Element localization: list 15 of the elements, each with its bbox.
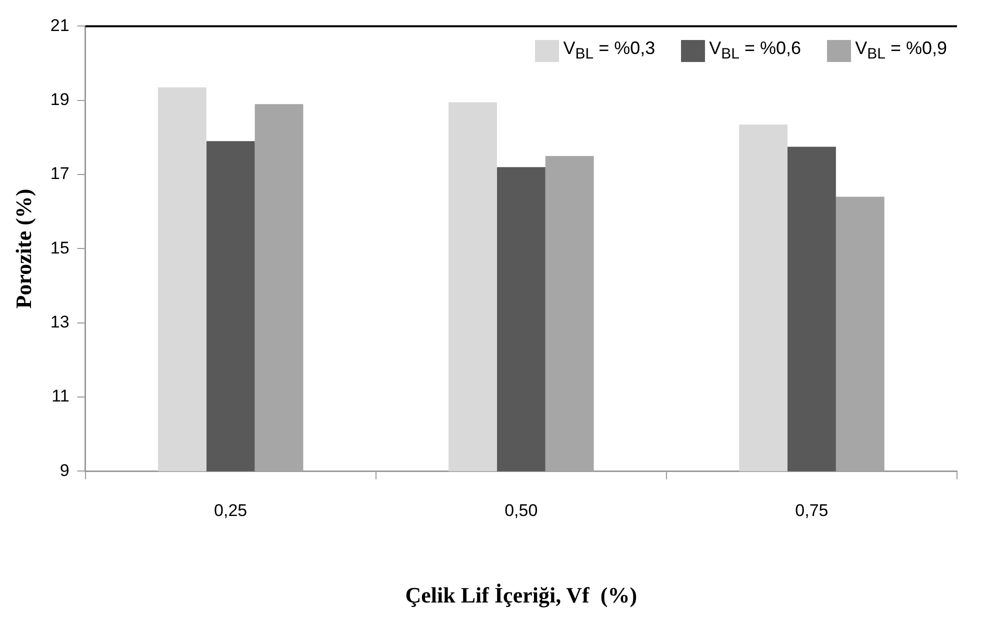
- y-tick-label: 21: [50, 16, 70, 35]
- y-tick-label: 17: [50, 164, 70, 184]
- y-tick-label: 15: [50, 238, 70, 258]
- legend-label: V$_{BL}$ = %0,9: [855, 38, 947, 63]
- x-tick-label: 0,75: [795, 501, 828, 520]
- x-axis-title: Çelik Lif İçeriği, Vf (%): [405, 582, 638, 608]
- y-tick-label: 11: [52, 386, 70, 406]
- x-tick-label: 0,25: [214, 501, 248, 520]
- x-tick-label: 0,50: [504, 501, 538, 520]
- y-axis-title: Porozite (%): [10, 188, 36, 309]
- y-tick-label: 13: [50, 312, 70, 332]
- y-tick-label: 9: [60, 460, 70, 480]
- legend-label: V$_{BL}$ = %0,6: [709, 38, 802, 63]
- legend-label: V$_{BL}$ = %0,3: [563, 38, 656, 63]
- y-tick-label: 19: [50, 90, 70, 110]
